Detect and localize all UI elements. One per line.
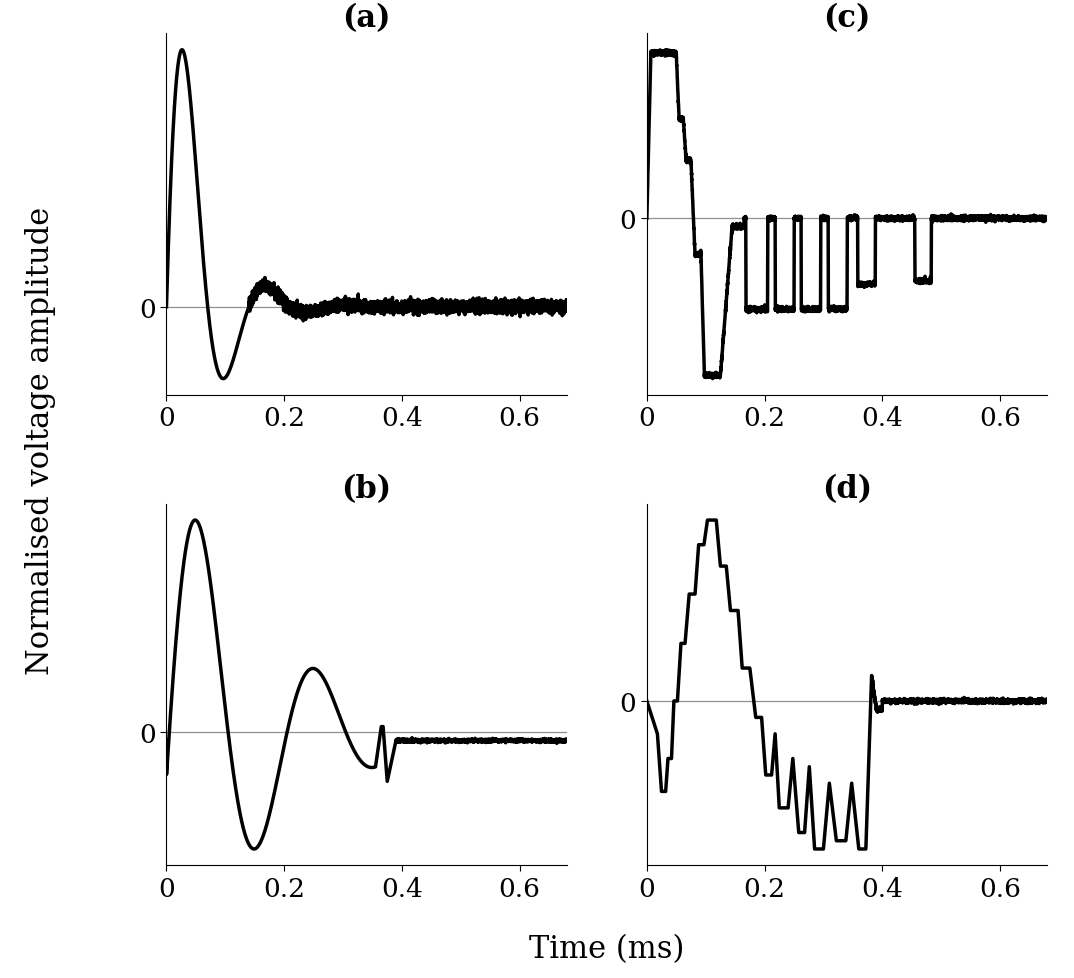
Title: (c): (c)	[824, 3, 871, 34]
Title: (b): (b)	[342, 473, 392, 504]
Text: Normalised voltage amplitude: Normalised voltage amplitude	[26, 206, 56, 674]
Title: (d): (d)	[822, 473, 872, 504]
Title: (a): (a)	[343, 3, 391, 34]
Text: Time (ms): Time (ms)	[529, 933, 684, 964]
